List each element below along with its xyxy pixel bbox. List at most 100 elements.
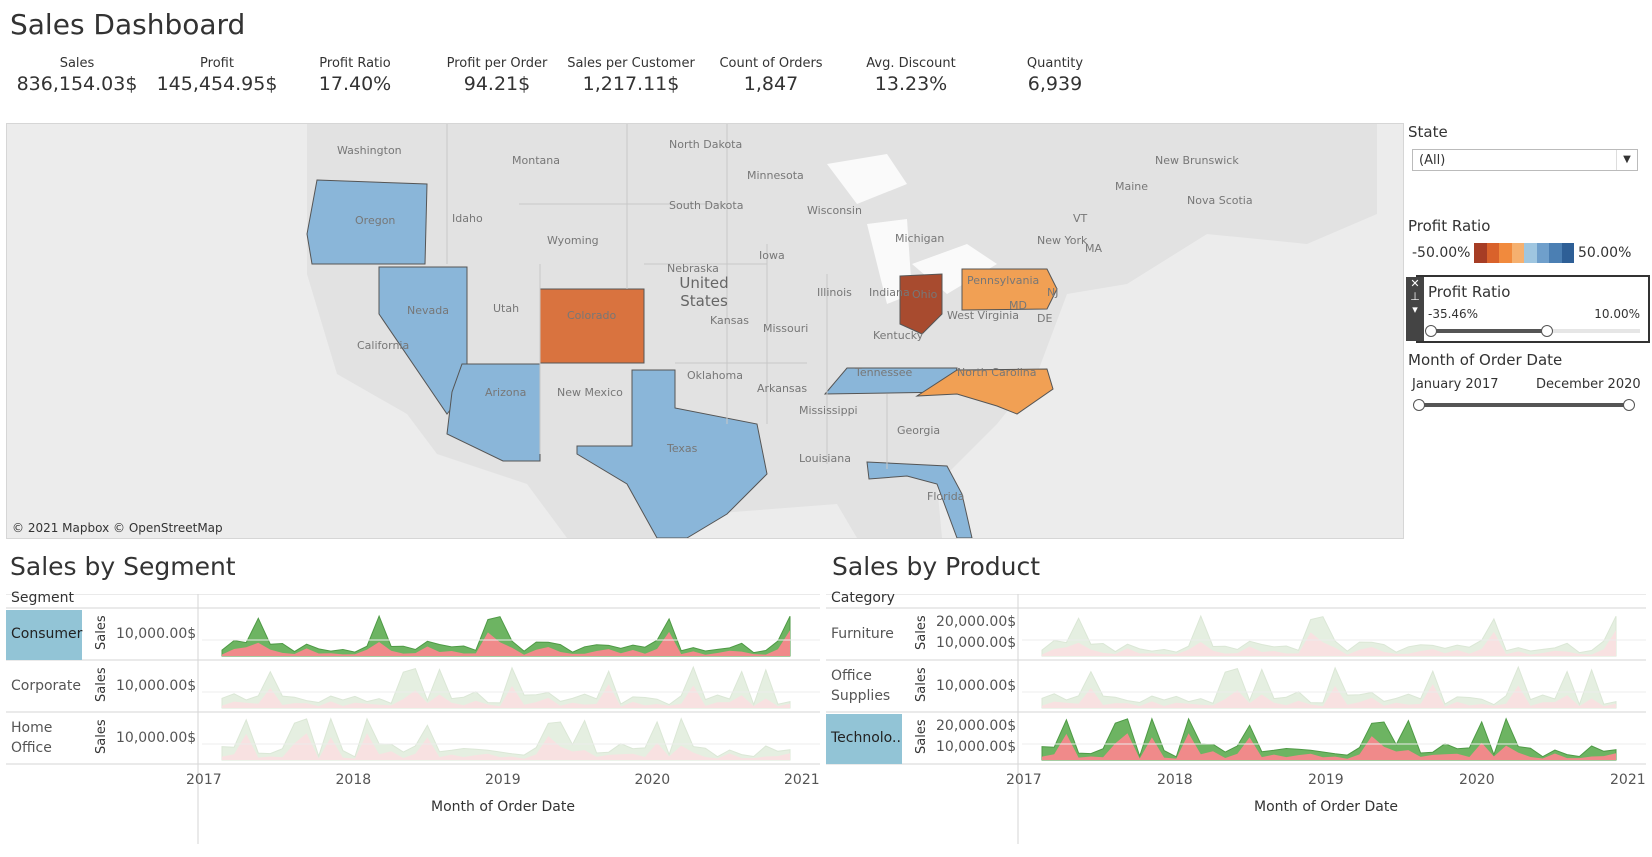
map-label: Georgia	[897, 424, 941, 437]
slider-track[interactable]	[1425, 325, 1640, 337]
map-label: Arkansas	[757, 382, 808, 395]
month-end-handle[interactable]	[1623, 399, 1635, 411]
profit-area-series[interactable]	[222, 684, 790, 708]
kpi-avg-discount: Avg. Discount 13.23%	[846, 56, 976, 95]
slider-range-fill	[1430, 329, 1546, 333]
map-label: Ohio	[912, 288, 938, 301]
card-controls[interactable]: ✕ ⊥ ▾	[1406, 277, 1424, 341]
map-credit: © 2021 Mapbox © OpenStreetMap	[12, 521, 223, 535]
map-label: Nebraska	[667, 262, 719, 275]
us-map[interactable]: Washington Montana North Dakota Minnesota Wi…	[6, 123, 1404, 539]
state-dropdown[interactable]: (All) ▼	[1412, 149, 1638, 171]
y-tick-label: 10,000.00$	[936, 739, 1017, 755]
state-dropdown-value: (All)	[1419, 153, 1446, 168]
profit-area-series[interactable]	[1042, 630, 1616, 656]
map-label: Texas	[667, 442, 698, 455]
kpi-label: Profit	[200, 56, 234, 71]
y-tick-label: 10,000.00$	[116, 730, 197, 746]
kpi-profit-ratio: Profit Ratio 17.40%	[290, 56, 420, 95]
kpi-quantity: Quantity 6,939	[990, 56, 1120, 95]
slider-min-handle[interactable]	[1425, 325, 1437, 337]
map-label: DE	[1037, 312, 1053, 325]
product-row-label: Furniture	[831, 626, 894, 642]
map-label: Louisiana	[799, 452, 851, 465]
y-tick-label: 10,000.00$	[936, 678, 1017, 694]
profit-ratio-slider-card[interactable]: ✕ ⊥ ▾ Profit Ratio -35.46% 10.00%	[1406, 275, 1650, 343]
profit-area-series[interactable]	[1042, 684, 1616, 708]
map-label: Arizona	[485, 386, 527, 399]
segment-row-label: Corporate	[11, 678, 81, 694]
segment-row-header[interactable]: Home Office	[6, 714, 82, 764]
map-label: Kentucky	[873, 329, 924, 342]
kpi-profit: Profit 145,454.95$	[152, 56, 282, 95]
map-label: Iowa	[759, 249, 785, 262]
map-label: MD	[1009, 299, 1027, 312]
map-label: Missouri	[763, 322, 809, 335]
x-tick-label: 2019	[1308, 772, 1344, 788]
kpi-count-of-orders: Count of Orders 1,847	[706, 56, 836, 95]
x-tick-label: 2021	[1610, 772, 1646, 788]
legend-swatch	[1536, 243, 1549, 263]
segment-header: Segment	[11, 590, 74, 606]
map-label: Minnesota	[747, 169, 804, 182]
map-label: Montana	[512, 154, 560, 167]
pin-icon[interactable]: ⊥	[1410, 290, 1420, 303]
sales-area-series[interactable]	[221, 665, 791, 709]
slider-max-value: 10.00%	[1594, 307, 1640, 321]
y-tick-label: 20,000.00$	[936, 614, 1017, 630]
map-label: VT	[1073, 212, 1088, 225]
legend-swatch	[1499, 243, 1512, 263]
kpi-value: 6,939	[1027, 73, 1083, 95]
product-row-header[interactable]: Office Supplies	[826, 662, 902, 712]
product-row-header[interactable]: Furniture	[826, 610, 902, 660]
kpi-value: 13.23%	[874, 73, 948, 95]
x-axis-title: Month of Order Date	[1254, 799, 1398, 815]
profit-area-series[interactable]	[222, 630, 790, 656]
area-chart-svg	[6, 594, 820, 844]
segment-row-header[interactable]: Corporate	[6, 662, 82, 712]
profit-area-series[interactable]	[222, 733, 790, 760]
map-label: New York	[1037, 234, 1088, 247]
sales-area-series[interactable]	[221, 614, 791, 657]
map-label: New Mexico	[557, 386, 623, 399]
kpi-value: 17.40%	[318, 73, 392, 95]
y-tick-label: 10,000.00$	[116, 678, 197, 694]
segment-section-title: Sales by Segment	[10, 552, 236, 581]
product-chart[interactable]: Category Furniture Sales 20,000.00$ 10,000.0…	[826, 590, 1646, 844]
state-north-carolina	[915, 368, 1054, 415]
sales-area-series[interactable]	[1041, 665, 1617, 709]
kpi-label: Profit Ratio	[319, 56, 391, 71]
chevron-down-icon[interactable]: ▼	[1616, 150, 1637, 170]
map-label: Pennsylvania	[967, 274, 1040, 287]
segment-chart[interactable]: Segment Consumer Sales 10,000.00$ Corporate S…	[6, 590, 820, 844]
kpi-label: Quantity	[1026, 56, 1084, 71]
x-tick-label: 2018	[335, 772, 372, 788]
segment-row-header[interactable]: Consumer	[6, 610, 82, 660]
map-label: New Brunswick	[1155, 154, 1239, 167]
slider-max-handle[interactable]	[1540, 325, 1553, 337]
legend-color-ramp	[1474, 243, 1574, 263]
product-row-label: Office Supplies	[831, 668, 891, 704]
product-row-header[interactable]: Technolo..	[826, 714, 902, 764]
month-start-handle[interactable]	[1413, 399, 1425, 411]
chevron-down-icon[interactable]: ▾	[1412, 303, 1418, 316]
slider-min-value: -35.46%	[1428, 307, 1479, 321]
map-label: United States	[679, 274, 729, 310]
month-slider-track[interactable]	[1413, 399, 1635, 411]
x-axis-title: Month of Order Date	[431, 799, 575, 815]
close-icon[interactable]: ✕	[1410, 277, 1420, 290]
profit-area-series[interactable]	[1042, 733, 1616, 760]
sales-axis-label: Sales	[94, 667, 109, 702]
state-florida	[866, 461, 973, 538]
legend-max-label: 50.00%	[1578, 245, 1632, 261]
map-label: Mississippi	[799, 404, 858, 417]
kpi-value: 836,154.03$	[16, 73, 138, 95]
product-header: Category	[831, 590, 895, 606]
kpi-label: Avg. Discount	[866, 56, 956, 71]
legend-swatch	[1511, 243, 1524, 263]
map-label: South Dakota	[669, 199, 744, 212]
sales-area-series[interactable]	[1041, 614, 1617, 657]
profit-ratio-legend: -50.00% 50.00%	[1408, 243, 1648, 265]
y-tick-label: 10,000.00$	[116, 626, 197, 642]
map-label: Indiana	[869, 286, 910, 299]
